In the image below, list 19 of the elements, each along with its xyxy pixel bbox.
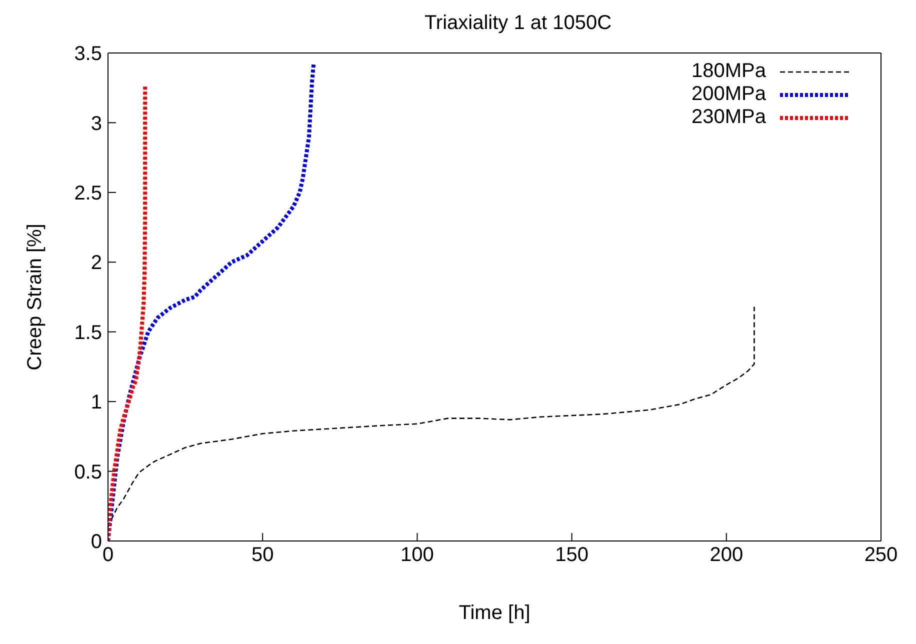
x-tick-label: 250 <box>864 544 898 566</box>
y-tick-label: 1.5 <box>74 322 102 344</box>
legend-label: 180MPa <box>690 60 766 83</box>
x-tick-label: 100 <box>400 544 434 566</box>
x-axis-title: Time [h] <box>458 602 530 624</box>
y-tick-label: 3.5 <box>74 43 102 66</box>
y-tick-label: 1 <box>90 392 102 414</box>
x-tick-label: 50 <box>251 544 274 566</box>
y-tick-label: 2 <box>90 252 102 274</box>
y-axis-title: Creep Strain [%] <box>24 224 46 370</box>
y-tick-label: 0.5 <box>74 461 102 484</box>
x-tick-label: 200 <box>710 544 744 566</box>
x-tick-label: 150 <box>555 544 588 566</box>
legend-label: 230MPa <box>690 106 766 129</box>
legend-label: 200MPa <box>690 83 766 106</box>
line-series <box>108 62 316 541</box>
y-tick-label: 3 <box>90 112 102 135</box>
y-tick-label: 2.5 <box>74 182 102 205</box>
chart-title: Triaxiality 1 at 1050C <box>423 11 613 36</box>
